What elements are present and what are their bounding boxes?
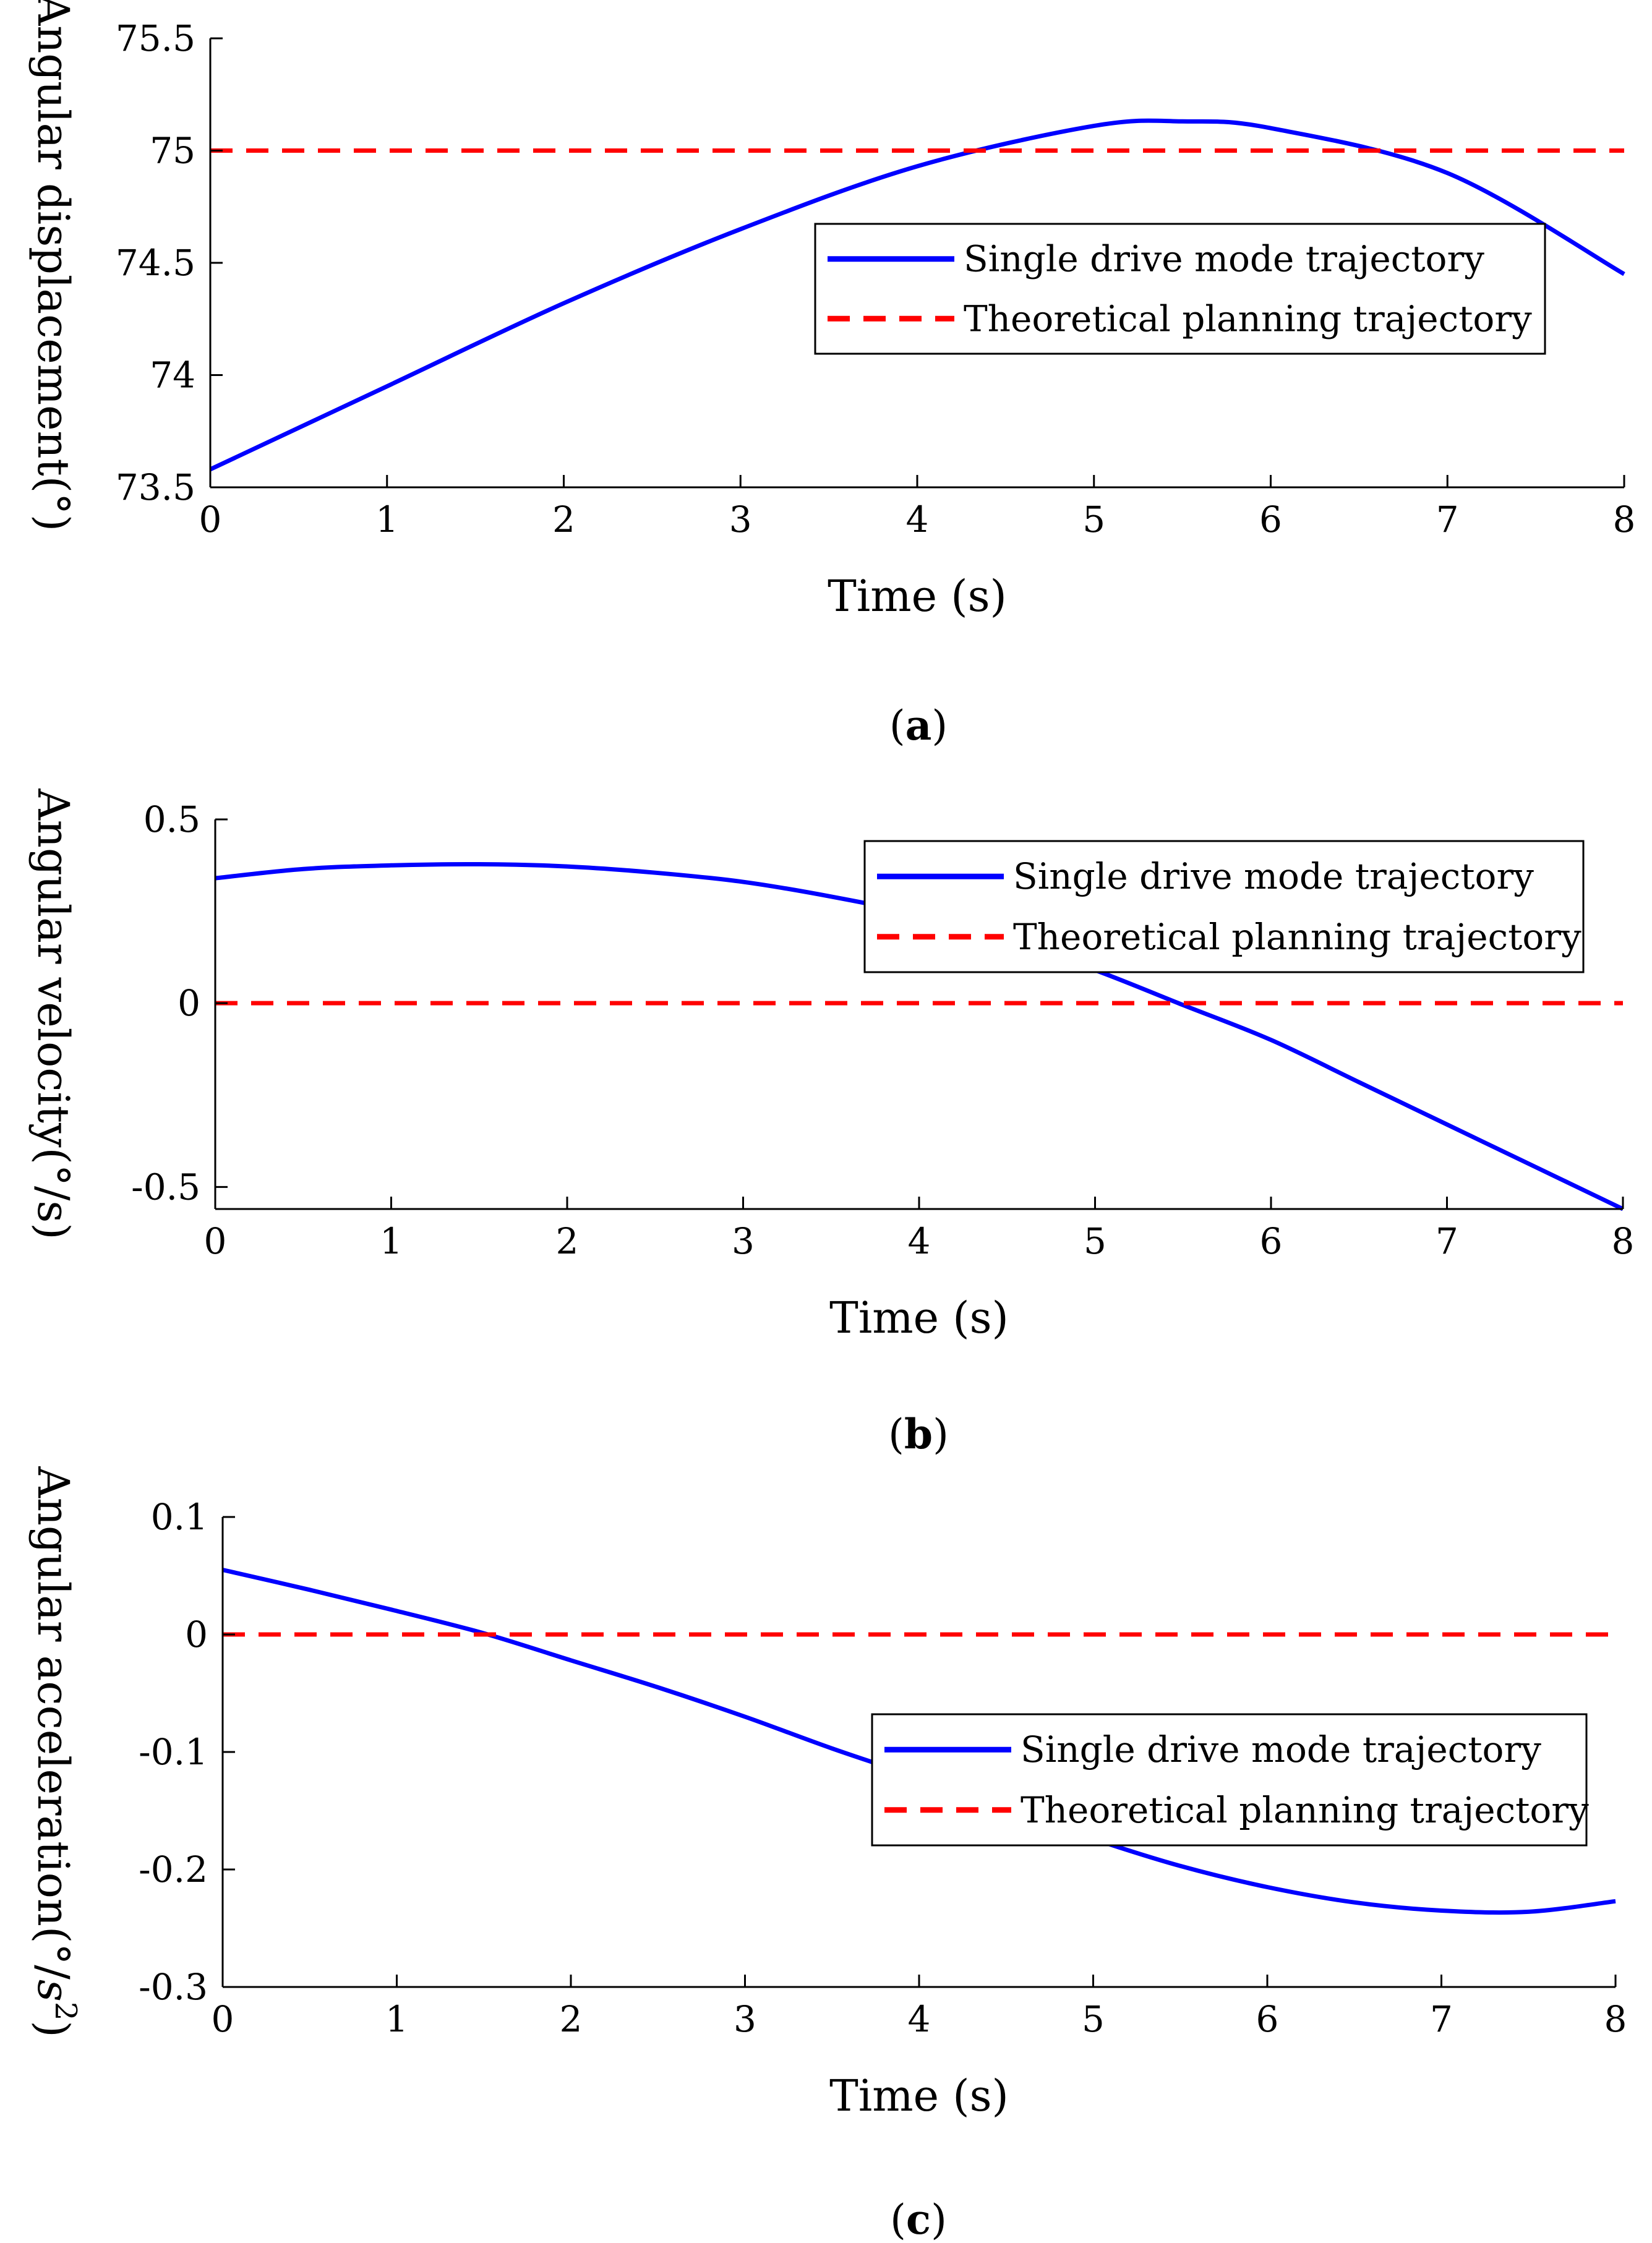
y-tick-label: 0.1	[151, 1496, 208, 1538]
y-axis-label-main: Angular acceleration(°/	[28, 1466, 79, 1980]
x-tick-label: 3	[732, 1220, 755, 1262]
x-axis-label: Time (s)	[829, 2070, 1009, 2121]
caption: (a)	[889, 701, 948, 750]
caption: (c)	[890, 2195, 947, 2243]
legend-box	[814, 223, 1546, 355]
x-tick-label: 6	[1260, 1220, 1283, 1262]
x-tick-label: 2	[556, 1220, 579, 1262]
x-tick-label: 3	[729, 498, 752, 540]
y-tick-label: -0.3	[139, 1966, 208, 2008]
x-tick-label: 0	[199, 498, 222, 540]
x-tick-label: 7	[1436, 1220, 1458, 1262]
y-tick-label: 73.5	[116, 466, 195, 508]
caption-letter: c	[906, 2195, 931, 2243]
x-tick-label: 5	[1082, 1998, 1105, 2040]
x-tick-label: 1	[385, 1998, 408, 2040]
y-axis-label-sup: 2	[48, 2002, 83, 2021]
y-tick-label: 0.5	[143, 798, 200, 840]
x-tick-label: 6	[1259, 498, 1282, 540]
x-tick-label: 2	[560, 1998, 583, 2040]
legend-label-theoretical: Theoretical planning trajectory	[1013, 916, 1581, 958]
legend-label-single-drive: Single drive mode trajectory	[964, 238, 1484, 280]
y-axis-label-close: )	[28, 2020, 79, 2037]
x-tick-label: 0	[212, 1998, 234, 2040]
y-tick-label: 74	[150, 354, 195, 396]
x-tick-label: 3	[734, 1998, 756, 2040]
legend-label-single-drive: Single drive mode trajectory	[1013, 855, 1534, 897]
legend-box	[871, 1713, 1588, 1847]
legend-label-theoretical: Theoretical planning trajectory	[964, 297, 1532, 340]
legend: Single drive mode trajectory Theoretical…	[863, 840, 1585, 973]
x-tick-label: 4	[906, 498, 929, 540]
x-tick-label: 4	[908, 1998, 931, 2040]
y-tick-label: -0.5	[131, 1166, 200, 1208]
legend-box	[863, 840, 1585, 973]
y-axis-label-var: s	[28, 1980, 79, 2002]
caption: (b)	[888, 1410, 949, 1458]
x-tick-label: 1	[375, 498, 398, 540]
y-tick-label: 75	[150, 130, 195, 172]
caption-letter: a	[905, 701, 932, 750]
x-axis-label: Time (s)	[829, 1292, 1009, 1343]
x-tick-label: 6	[1256, 1998, 1279, 2040]
x-tick-label: 2	[552, 498, 575, 540]
panel-a: 0 1 2 3 4 5 6 7 8 73.5 74 74.5 75 75.5 Single drive m…	[28, 0, 1635, 750]
panel-b: 0 1 2 3 4 5 6 7 8-0.500.5 Single drive mode traj…	[28, 788, 1634, 1458]
x-tick-label: 5	[1082, 498, 1105, 540]
x-tick-label: 5	[1084, 1220, 1106, 1262]
legend-label-single-drive: Single drive mode trajectory	[1021, 1728, 1541, 1771]
series-layer	[209, 118, 1625, 472]
y-axis-label: Angular acceleration(°/s2)	[28, 1466, 83, 2037]
legend-label-theoretical: Theoretical planning trajectory	[1021, 1789, 1589, 1831]
y-tick-label: -0.2	[139, 1848, 208, 1891]
y-tick-label: 75.5	[116, 17, 195, 59]
y-axis-label: Angular displacement(°)	[28, 0, 79, 531]
legend: Single drive mode trajectory Theoretical…	[814, 223, 1546, 355]
legend: Single drive mode trajectory Theoretical…	[871, 1713, 1589, 1847]
x-axis-label: Time (s)	[828, 571, 1007, 622]
x-tick-label: 7	[1436, 498, 1459, 540]
ticks: 0 1 2 3 4 5 6 7 8-0.500.5	[131, 798, 1634, 1262]
x-tick-label: 0	[204, 1220, 227, 1262]
x-tick-label: 8	[1612, 1220, 1635, 1262]
y-axis-label: Angular velocity(°/s)	[28, 788, 79, 1239]
y-tick-label: 0	[178, 982, 200, 1024]
x-tick-label: 1	[380, 1220, 403, 1262]
caption-letter: b	[904, 1410, 933, 1458]
y-tick-label: 0	[185, 1613, 208, 1656]
y-tick-label: 74.5	[116, 242, 195, 284]
x-tick-label: 8	[1604, 1998, 1627, 2040]
y-tick-label: -0.1	[139, 1731, 208, 1773]
x-tick-label: 7	[1430, 1998, 1453, 2040]
x-tick-label: 4	[908, 1220, 931, 1262]
x-tick-label: 8	[1613, 498, 1636, 540]
panel-c: 0 1 2 3 4 5 6 7 8 -0.3 -0.2 -0.1 0 0.1 Single drive m…	[28, 1466, 1627, 2243]
ticks: 0 1 2 3 4 5 6 7 8 73.5 74 74.5 75 75.5	[116, 17, 1636, 540]
ticks: 0 1 2 3 4 5 6 7 8 -0.3 -0.2 -0.1 0 0.1	[139, 1496, 1627, 2040]
